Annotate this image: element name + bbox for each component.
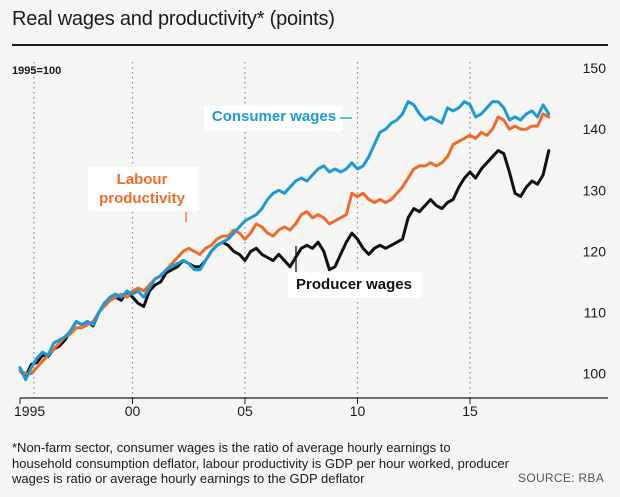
x-tick-label-05: 05 <box>237 403 253 419</box>
series-label-box-producer-wages <box>288 272 422 298</box>
y-tick-label-100: 100 <box>583 366 607 382</box>
series-labels: Producer wages Labour productivity Consumer… <box>88 106 422 298</box>
series-label-consumer-wages-line-0: Consumer wages <box>212 108 336 125</box>
title-rule <box>12 44 608 46</box>
x-tick-label-00: 00 <box>125 403 141 419</box>
y-tick-label-150: 150 <box>583 60 607 76</box>
x-tick-label-1995: 1995 <box>14 403 45 419</box>
source-credit: SOURCE: RBA <box>518 471 604 485</box>
y-tick-label-130: 130 <box>583 182 607 198</box>
chart-title: Real wages and productivity* (points) <box>12 8 335 30</box>
series-label-labour-productivity-line-1: productivity <box>99 190 185 207</box>
series-lines <box>18 100 551 382</box>
grid-lines <box>33 62 471 398</box>
series-line-labour-productivity <box>18 112 551 376</box>
footnote: *Non-farm sector, consumer wages is the … <box>12 440 509 486</box>
x-tick-label-15: 15 <box>462 403 478 419</box>
series-label-box-labour-productivity <box>88 167 198 211</box>
series-label-box-consumer-wages <box>204 106 342 131</box>
x-tick-label-10: 10 <box>350 403 366 419</box>
series-label-labour-productivity-line-0: Labour <box>117 171 168 188</box>
index-label: 1995=100 <box>12 65 61 77</box>
y-tick-label-140: 140 <box>583 121 607 137</box>
y-tick-label-120: 120 <box>583 243 607 259</box>
series-label-producer-wages-line-0: Producer wages <box>296 276 412 293</box>
axes: 1995 00 05 10 15 100 110 120 130 140 150 1995=100 <box>12 60 608 419</box>
y-tick-label-110: 110 <box>584 304 607 320</box>
line-chart: 1995 00 05 10 15 100 110 120 130 140 150 1995=100 P… <box>12 60 608 419</box>
series-line-consumer-wages <box>18 100 551 382</box>
